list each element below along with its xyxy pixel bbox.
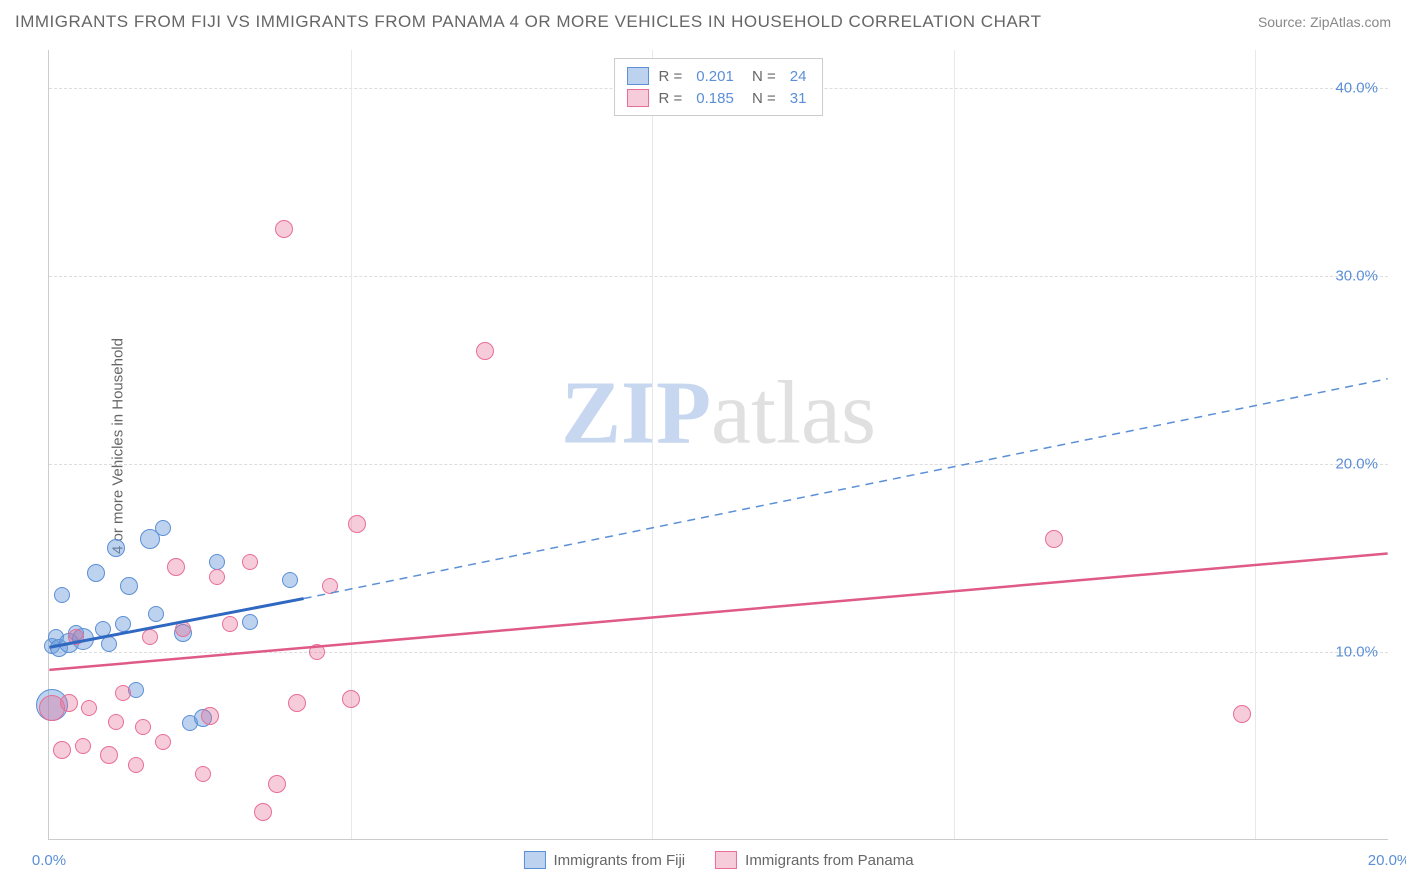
y-tick-label: 30.0% [1335, 267, 1378, 284]
scatter-point [309, 644, 325, 660]
scatter-point [275, 220, 293, 238]
scatter-point [95, 621, 111, 637]
scatter-point [1233, 705, 1251, 723]
scatter-point [348, 515, 366, 533]
swatch-panama [627, 89, 649, 107]
scatter-point [254, 803, 272, 821]
scatter-point [53, 741, 71, 759]
scatter-point [120, 577, 138, 595]
scatter-point [60, 694, 78, 712]
scatter-point [322, 578, 338, 594]
scatter-point [115, 685, 131, 701]
scatter-point [100, 746, 118, 764]
scatter-point [155, 520, 171, 536]
scatter-point [342, 690, 360, 708]
swatch-panama-icon [715, 851, 737, 869]
n-value-fiji: 24 [786, 68, 811, 85]
scatter-point [75, 738, 91, 754]
legend-label-panama: Immigrants from Panama [745, 852, 913, 869]
watermark-zip: ZIP [561, 363, 711, 462]
legend-item-panama: Immigrants from Panama [715, 851, 913, 869]
stats-row-fiji: R = 0.201 N = 24 [627, 65, 811, 87]
gridline-h [49, 276, 1388, 277]
scatter-point [167, 558, 185, 576]
source-attribution: Source: ZipAtlas.com [1258, 14, 1391, 30]
scatter-point [128, 682, 144, 698]
scatter-point [101, 636, 117, 652]
gridline-h [49, 464, 1388, 465]
scatter-plot-area: ZIPatlas R = 0.201 N = 24 R = 0.185 N = … [48, 50, 1388, 840]
swatch-fiji [627, 67, 649, 85]
scatter-point [476, 342, 494, 360]
scatter-point [209, 554, 225, 570]
gridline-h [49, 652, 1388, 653]
y-tick-label: 10.0% [1335, 643, 1378, 660]
gridline-v [1255, 50, 1256, 839]
scatter-point [87, 564, 105, 582]
gridline-v [954, 50, 955, 839]
scatter-point [282, 572, 298, 588]
r-label: R = [659, 90, 683, 107]
watermark-atlas: atlas [711, 363, 876, 462]
scatter-point [81, 700, 97, 716]
scatter-point [107, 539, 125, 557]
scatter-point [222, 616, 238, 632]
legend-label-fiji: Immigrants from Fiji [553, 852, 685, 869]
n-label: N = [748, 90, 776, 107]
scatter-point [268, 775, 286, 793]
scatter-point [108, 714, 124, 730]
r-value-panama: 0.185 [692, 90, 738, 107]
swatch-fiji-icon [523, 851, 545, 869]
scatter-point [242, 554, 258, 570]
scatter-point [128, 757, 144, 773]
y-tick-label: 40.0% [1335, 79, 1378, 96]
x-tick-label: 0.0% [32, 852, 66, 869]
chart-title: IMMIGRANTS FROM FIJI VS IMMIGRANTS FROM … [15, 12, 1042, 32]
n-label: N = [748, 68, 776, 85]
scatter-point [209, 569, 225, 585]
gridline-v [652, 50, 653, 839]
scatter-point [148, 606, 164, 622]
gridline-v [351, 50, 352, 839]
scatter-point [175, 621, 191, 637]
stats-legend: R = 0.201 N = 24 R = 0.185 N = 31 [614, 58, 824, 116]
scatter-point [155, 734, 171, 750]
scatter-point [288, 694, 306, 712]
scatter-point [1045, 530, 1063, 548]
trend-lines [49, 50, 1388, 839]
legend-item-fiji: Immigrants from Fiji [523, 851, 685, 869]
r-value-fiji: 0.201 [692, 68, 738, 85]
scatter-point [115, 616, 131, 632]
chart-header: IMMIGRANTS FROM FIJI VS IMMIGRANTS FROM … [15, 12, 1391, 32]
watermark-logo: ZIPatlas [561, 361, 876, 464]
scatter-point [68, 629, 84, 645]
scatter-point [135, 719, 151, 735]
series-legend: Immigrants from Fiji Immigrants from Pan… [523, 851, 913, 869]
x-tick-label: 20.0% [1368, 852, 1406, 869]
r-label: R = [659, 68, 683, 85]
scatter-point [54, 587, 70, 603]
scatter-point [142, 629, 158, 645]
n-value-panama: 31 [786, 90, 811, 107]
scatter-point [201, 707, 219, 725]
y-tick-label: 20.0% [1335, 455, 1378, 472]
stats-row-panama: R = 0.185 N = 31 [627, 87, 811, 109]
scatter-point [242, 614, 258, 630]
scatter-point [195, 766, 211, 782]
